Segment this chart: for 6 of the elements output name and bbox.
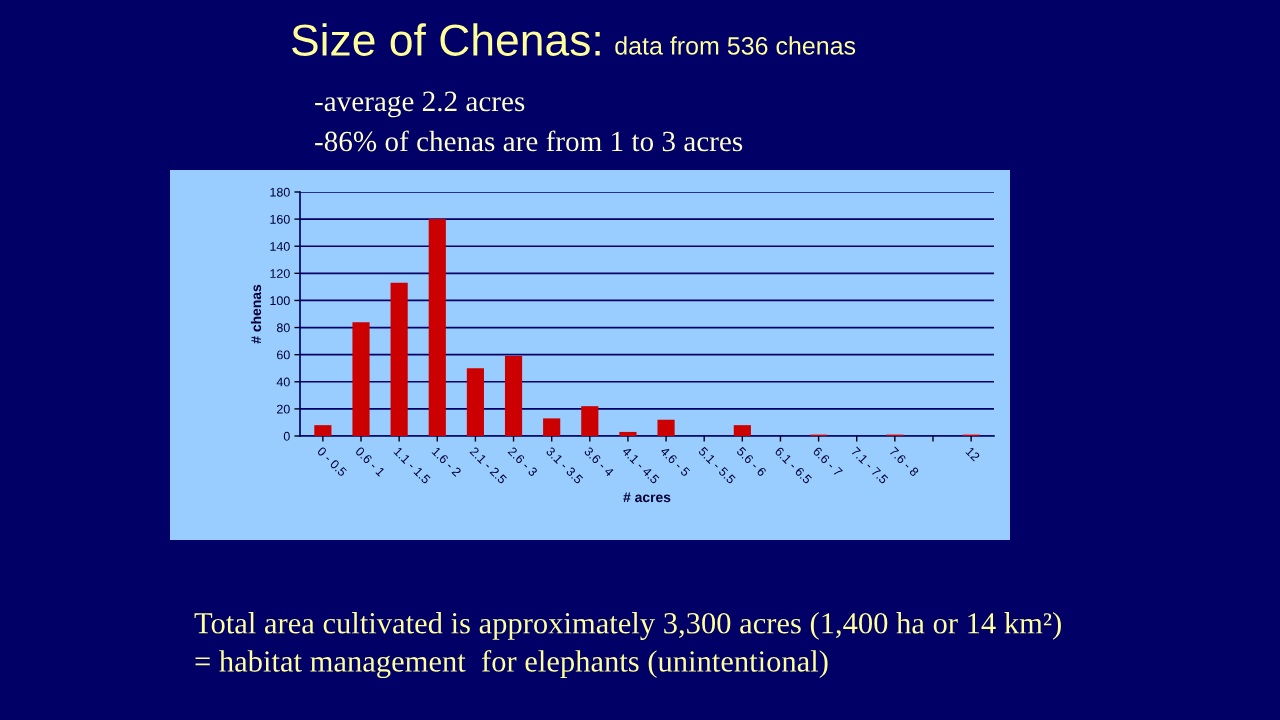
chart-title: Size of Chenas: (292, 23, 600, 56)
text: Total area cultivated is approximately 3,300 acres (1,400 ha or 14 km²) (194, 612, 1061, 640)
chart-subtitle: data from 536 chenas (615, 36, 856, 55)
text: -86% of chenas are from 1 to 3 acres (315, 130, 743, 152)
text: = habitat management for elephants (unintentional) (195, 649, 828, 679)
text: -average 2.2 acres (315, 91, 525, 118)
